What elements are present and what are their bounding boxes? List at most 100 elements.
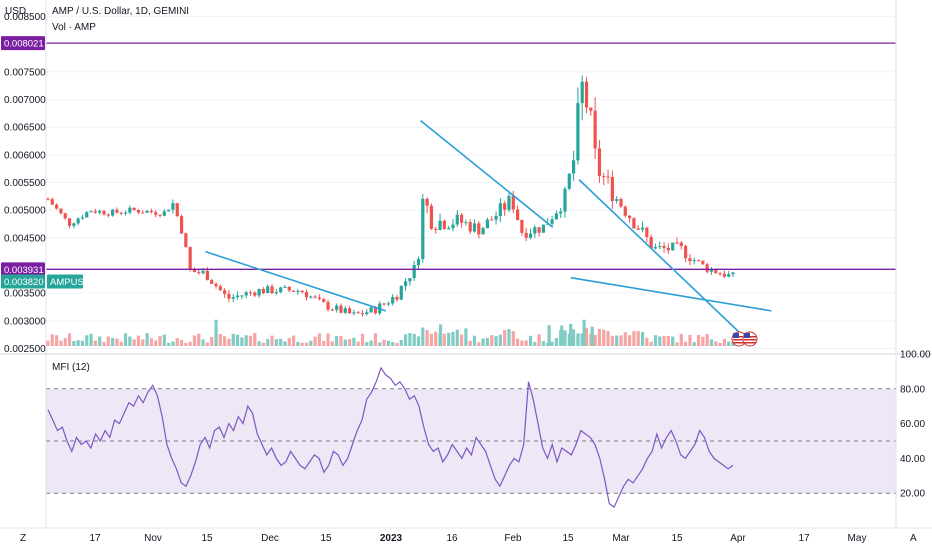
volume-bar [421,327,425,346]
candle-body [684,245,688,259]
auto-scale-button[interactable]: A [910,533,917,544]
volume-bar [528,335,533,346]
volume-bar [313,336,317,346]
candle-body [128,207,132,213]
volume-bar [300,342,304,346]
volume-bar [261,342,266,346]
candle-body [615,199,619,201]
candle-body [511,195,515,210]
price-axis[interactable]: 0.008500 0.007500 0.007000 0.006500 0.006000… [4,12,46,355]
symbol-text: AMPUSD [50,277,91,288]
candle-body [714,268,718,274]
candle-body [455,214,459,225]
candle-body [468,222,472,232]
volume-bar [403,334,408,346]
volume-bar [231,333,235,346]
volume-bar [692,342,696,346]
candle-body [360,313,365,315]
volume-bar [93,340,97,346]
symbol-badge [47,274,83,289]
volume-bar [718,342,722,346]
price-tick-label: 0.003500 [4,289,46,300]
candle-body [309,296,313,298]
time-tick-label: Apr [730,533,746,544]
candle-body [554,213,558,220]
trendline[interactable] [205,250,387,312]
candle-body [175,203,179,217]
candle-body [235,295,240,298]
candle-body [50,199,54,205]
volume-bar [80,340,85,346]
mfi-legend[interactable]: MFI (12) [52,362,90,373]
candle-body [347,308,352,314]
volume-bar [416,336,421,346]
candle-body [550,219,554,224]
candle-body [326,302,330,310]
candle-body [253,292,257,296]
timezone-button[interactable]: Z [20,533,26,544]
chart-title[interactable]: AMP / U.S. Dollar, 1D, GEMINI [52,6,189,17]
volume-bar [309,340,313,346]
trendline[interactable] [570,276,772,312]
candle-body [154,212,158,215]
candle-body [528,233,533,238]
volume-bar [671,336,675,346]
volume-spike [560,325,564,346]
candle-body [662,246,666,248]
volume-bar [520,340,524,346]
volume-bar [339,335,343,346]
us-flag-icon[interactable] [742,331,758,347]
candle-body [524,232,528,238]
volume-legend[interactable]: Vol · AMP [52,22,96,33]
volume-bar [154,340,158,346]
candle-body [287,286,291,291]
trendline[interactable] [420,119,554,228]
volume-spike [438,324,443,346]
volume-bar [447,332,451,346]
volume-bar [679,333,683,346]
candle-body [593,110,597,149]
volume-bar [623,332,627,346]
candle-body [658,246,662,248]
candle-body [610,176,614,201]
volume-bar [722,338,726,346]
volume-bar [72,341,76,346]
time-axis[interactable]: 17 Nov 15 Dec 15 2023 16 Feb 15 Mar 15 Apr 17 May [89,533,866,544]
price-tick-label: 0.005000 [4,206,46,217]
candle-body [399,285,403,300]
candle-body [576,103,580,161]
candle-body [356,312,360,314]
volume-bar [123,333,128,346]
mfi-tick-label: 100.00 [900,350,931,361]
volume-bar [85,335,89,346]
candle-body [494,215,498,220]
candle-body [589,107,593,111]
volume-bar [192,335,197,346]
last-price-text: 0.003820 [4,277,44,288]
mfi-axis[interactable]: 100.00 80.00 60.00 40.00 20.00 [900,350,931,500]
time-tick-label: Feb [504,533,522,544]
candle-body [503,203,507,210]
volume-bar [149,338,153,346]
time-tick-label: Mar [612,533,630,544]
volume-bar [322,340,326,346]
volume-bar [472,335,477,346]
volume-bar [248,335,253,346]
volume-bar [636,330,640,346]
volume-bar [279,338,283,346]
volume-spike [582,319,586,346]
volume-bar [347,339,352,346]
trendlines [205,119,772,343]
volume-bar [98,336,102,346]
volume-bar [408,333,412,346]
currency-label: USD [5,6,26,17]
volume-bar [46,340,50,346]
candle-body [696,260,701,262]
candle-body [632,218,636,229]
volume-bar [67,333,72,346]
volume-bar [63,338,67,346]
price-grid [46,16,896,349]
trendline[interactable] [578,179,751,343]
candle-body [606,176,610,178]
candle-body [210,280,214,284]
